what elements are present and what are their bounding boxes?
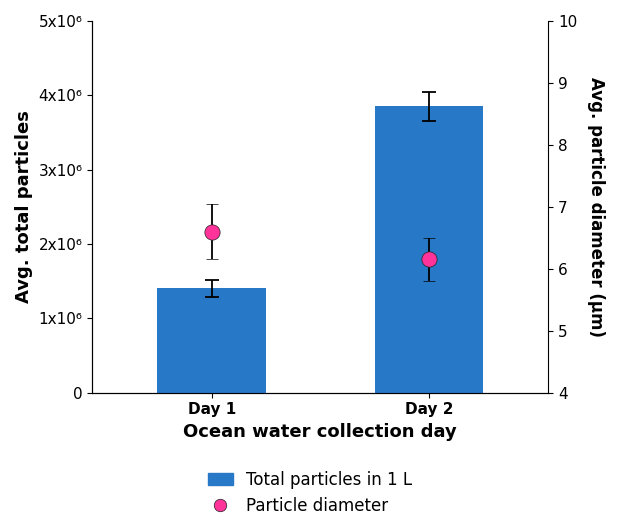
Y-axis label: Avg. particle diameter (μm): Avg. particle diameter (μm) — [587, 77, 605, 337]
Bar — [374, 107, 483, 393]
X-axis label: Ocean water collection day: Ocean water collection day — [184, 423, 457, 441]
Bar — [157, 288, 266, 393]
Legend: Total particles in 1 L, Particle diameter: Total particles in 1 L, Particle diamete… — [201, 464, 419, 522]
Y-axis label: Avg. total particles: Avg. total particles — [15, 110, 33, 303]
